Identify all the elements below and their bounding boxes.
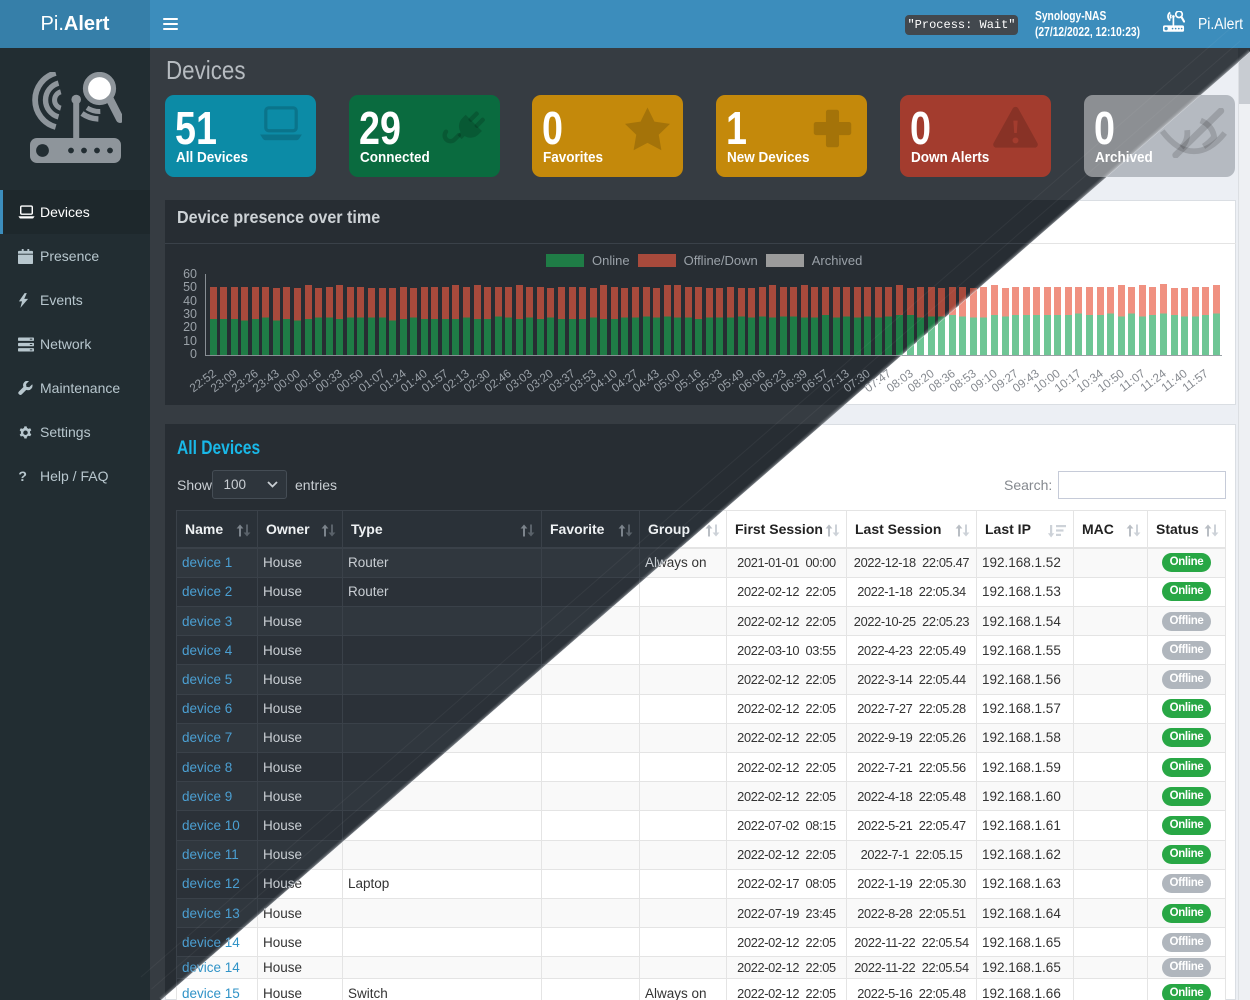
svg-text:?: ? (18, 469, 27, 484)
